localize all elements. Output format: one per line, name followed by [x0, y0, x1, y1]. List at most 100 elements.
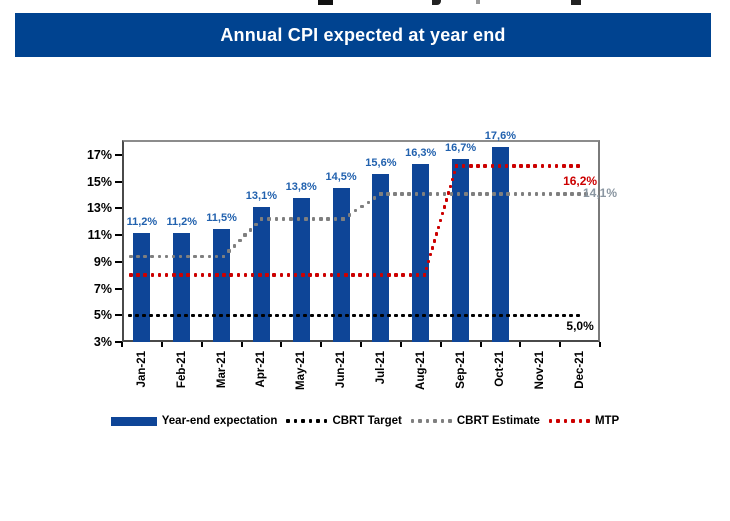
line-dot-mtp: [387, 273, 391, 277]
line-dot-cbrt-target: [485, 313, 489, 318]
x-axis-tick-mark: [121, 342, 123, 347]
legend-dot: [425, 419, 430, 423]
line-dot-mtp: [186, 273, 190, 277]
line-dot-mtp: [415, 273, 420, 277]
line-dot-cbrt-target: [317, 313, 321, 318]
line-dot-cbrt-target: [548, 313, 552, 318]
line-dot-mtp: [179, 273, 183, 277]
line-dot-cbrt-estimate: [513, 192, 518, 196]
line-dot-mtp: [372, 273, 377, 277]
line-dot-cbrt-target: [387, 313, 391, 318]
line-dot-cbrt-estimate: [143, 254, 147, 259]
line-dot-cbrt-target: [296, 313, 300, 318]
line-dot-cbrt-estimate: [178, 254, 183, 259]
x-axis-label: Jan-21: [135, 351, 148, 388]
line-dot-mtp: [434, 232, 439, 236]
bar-value-label: 15,6%: [365, 156, 397, 169]
line-dot-cbrt-estimate: [499, 192, 503, 196]
x-axis-tick-mark: [200, 342, 203, 347]
line-dot-cbrt-estimate: [520, 192, 525, 196]
line-dot-cbrt-estimate: [207, 254, 212, 259]
line-dot-cbrt-target: [401, 313, 405, 318]
line-dot-mtp: [329, 273, 334, 277]
line-dot-mtp: [554, 164, 559, 168]
line-dot-cbrt-target: [506, 313, 510, 318]
x-axis-tick-mark: [519, 342, 522, 347]
x-axis-label: Jul-21: [374, 351, 387, 385]
line-dot-cbrt-target: [527, 313, 531, 318]
line-dot-cbrt-estimate: [221, 254, 226, 259]
line-dot-cbrt-estimate: [326, 217, 330, 221]
line-dot-cbrt-estimate: [492, 192, 496, 196]
line-dot-cbrt-target: [443, 313, 447, 318]
line-dot-mtp: [164, 273, 169, 277]
bar-Jul-21: [372, 173, 390, 342]
legend-dot: [571, 419, 575, 423]
line-dot-cbrt-estimate: [200, 254, 204, 259]
line-dot-mtp: [454, 164, 459, 168]
line-dot-cbrt-estimate: [570, 192, 574, 196]
line-dot-mtp: [301, 273, 305, 277]
line-dot-cbrt-estimate: [366, 200, 371, 204]
line-dot-mtp: [279, 273, 284, 277]
line-dot-mtp: [286, 273, 291, 277]
line-dot-cbrt-target: [562, 313, 566, 318]
line-dot-cbrt-estimate: [471, 192, 475, 196]
line-dot-mtp: [533, 164, 537, 168]
line-dot-cbrt-estimate: [428, 192, 433, 196]
y-axis-tick-mark: [115, 341, 122, 343]
line-dot-cbrt-target: [177, 313, 181, 318]
line-dot-mtp: [150, 273, 155, 277]
line-dot-cbrt-target: [338, 313, 342, 318]
line-dot-mtp: [576, 164, 580, 168]
line-dot-mtp: [394, 273, 398, 277]
legend-item-year-end-expectation: Year-end expectation: [110, 415, 277, 427]
x-axis-label: Jun-21: [335, 351, 348, 389]
line-dot-mtp: [379, 273, 384, 277]
line-dot-mtp: [422, 273, 427, 277]
legend-item-cbrt-target: CBRT Target: [286, 415, 402, 427]
legend-dot: [316, 419, 320, 423]
line-dot-mtp: [250, 273, 255, 277]
line-dot-cbrt-estimate: [556, 192, 560, 196]
line-dot-cbrt-target: [275, 313, 279, 318]
line-dot-cbrt-target: [247, 313, 251, 318]
y-axis-tick-mark: [115, 234, 122, 237]
line-dot-cbrt-target: [408, 313, 412, 318]
line-dot-mtp: [229, 273, 233, 277]
line-dot-cbrt-estimate: [577, 192, 581, 196]
line-dot-cbrt-estimate: [464, 192, 468, 196]
line-dot-cbrt-estimate: [238, 238, 242, 243]
line-dot-mtp: [519, 164, 523, 168]
line-dot-cbrt-estimate: [193, 254, 197, 259]
line-dot-mtp: [483, 164, 487, 168]
line-dot-cbrt-target: [135, 313, 139, 318]
line-dot-cbrt-target: [534, 313, 538, 318]
legend-dot: [578, 419, 583, 423]
line-dot-cbrt-target: [513, 313, 517, 318]
line-dot-cbrt-estimate: [232, 244, 237, 248]
line-dot-mtp: [243, 273, 248, 277]
x-axis-tick-mark: [439, 342, 442, 347]
line-dot-mtp: [547, 164, 552, 168]
line-dot-mtp: [450, 177, 455, 182]
line-dot-cbrt-target: [198, 313, 202, 318]
line-dot-cbrt-target: [555, 313, 559, 318]
y-axis-tick-mark: [115, 180, 122, 183]
line-dot-cbrt-estimate: [214, 254, 219, 259]
bar-value-label: 16,3%: [405, 147, 437, 160]
cropped-text-fragment: [476, 0, 480, 4]
line-dot-mtp: [157, 273, 162, 277]
y-axis-label: 15%: [86, 174, 112, 189]
line-dot-mtp: [426, 259, 431, 264]
y-axis-label: 11%: [87, 228, 112, 243]
x-axis-tick-mark: [320, 342, 323, 347]
line-dot-mtp: [440, 211, 445, 216]
line-dot-cbrt-target: [219, 313, 223, 318]
line-dot-mtp: [569, 164, 573, 168]
line-dot-cbrt-target: [359, 313, 363, 318]
line-dot-cbrt-estimate: [289, 217, 293, 221]
line-end-label: 14,1%: [582, 186, 618, 201]
line-dot-cbrt-estimate: [372, 196, 377, 200]
line-dot-cbrt-target: [541, 313, 545, 318]
